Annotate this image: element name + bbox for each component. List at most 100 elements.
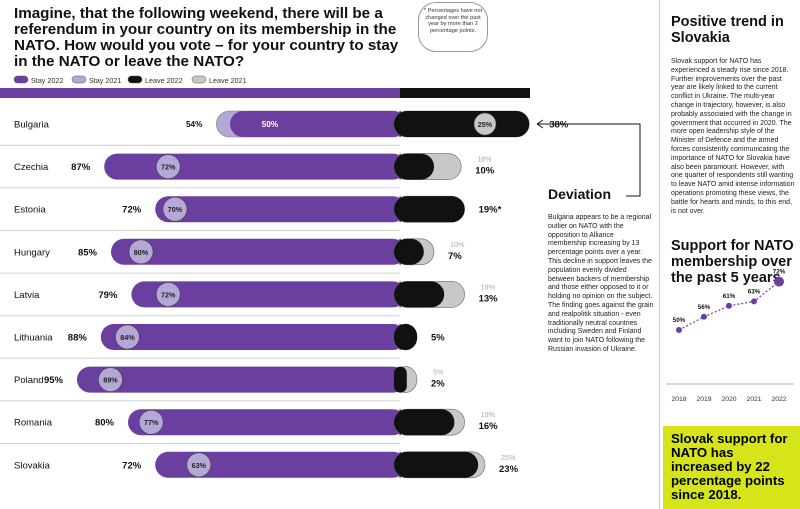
stay-2022-label: 80% [95, 418, 115, 429]
country-label: Bulgaria [14, 120, 50, 131]
deviation-text: Bulgaria appears to be a regional outlie… [548, 214, 654, 353]
stay-2021-label: 72% [161, 290, 176, 299]
legend-swatch [191, 75, 207, 84]
stay-2022-label: 87% [71, 162, 91, 173]
stay-2022-bar [111, 238, 406, 265]
leave-2021-label: 19% [481, 410, 496, 419]
arrow-icon [536, 119, 544, 129]
centre-divider [399, 111, 401, 137]
stay-2021-label: 63% [192, 461, 207, 470]
leave-2022-label: 19%* [479, 205, 502, 216]
leave-2022-label: 7% [448, 251, 462, 262]
leave-2022-bar [394, 196, 465, 223]
sidebar-text: Slovak support for NATO has experienced … [671, 58, 795, 215]
stay-2021-marker [128, 239, 154, 265]
legend-label: Leave 2021 [209, 76, 247, 85]
leave-2021-label: 25% [501, 453, 516, 462]
stay-2022-bar [128, 409, 406, 436]
deviation-connector [537, 123, 641, 197]
legend-swatch [13, 75, 29, 84]
legend-label: Leave 2022 [145, 76, 183, 85]
trend-value-label: 72% [773, 269, 786, 276]
leave-2022-bar [394, 238, 424, 265]
trend-year-label: 2018 [671, 396, 686, 403]
stay-2022-bar [77, 366, 406, 393]
slovakia-trend-chart: 50% 2018 56% 2019 61% 2020 63% 2021 72% 2022 [666, 269, 794, 403]
leave-2022-bar [394, 153, 434, 180]
stay-2022-label: 95% [44, 375, 64, 386]
stay-2021-marker [155, 282, 181, 307]
country-label: Estonia [14, 205, 46, 216]
trend-value-label: 50% [673, 317, 686, 324]
page-title: Imagine, that the following weekend, the… [14, 5, 399, 70]
stay-2022-label: 88% [68, 333, 88, 344]
leave-2021-label: 10% [450, 240, 465, 249]
trend-year-label: 2019 [696, 396, 711, 403]
trend-chart-title: Support for NATO membership over the pas… [671, 238, 794, 286]
stay-2021-label: 89% [103, 376, 118, 385]
trend-year-label: 2021 [746, 396, 761, 403]
stay-2021-label: 54% [186, 120, 203, 129]
trend-value-label: 56% [698, 304, 711, 311]
leave-2021-marker [473, 112, 497, 136]
leave-2022-bar [394, 281, 445, 308]
callout-box: Slovak support for NATO has increased by… [663, 426, 800, 509]
stay-2022-label: 72% [122, 205, 142, 216]
leave-2022-label: 10% [475, 166, 495, 177]
centre-divider [399, 366, 401, 393]
centre-divider [399, 409, 401, 436]
country-label: Poland [14, 375, 44, 386]
centre-divider [399, 281, 401, 308]
stay-2022-bar [100, 324, 407, 350]
trend-value-label: 63% [748, 288, 761, 295]
leave-2022-label: 13% [479, 293, 499, 304]
leave-2022-bar [394, 409, 455, 436]
stay-2022-label: 50% [262, 120, 279, 129]
leave-2022-label: 23% [499, 464, 519, 475]
country-label: Hungary [14, 247, 50, 258]
centre-divider [399, 324, 401, 350]
nato-bar-chart: Stay 2022 Stay 2021 Leave 2022 Leave 2021 Bu… [0, 75, 641, 479]
centre-divider [399, 196, 401, 223]
stay-band [0, 88, 400, 98]
legend-label: Stay 2021 [89, 76, 121, 85]
legend-swatch [127, 75, 143, 84]
centre-divider [399, 153, 401, 180]
stay-2022-bar [230, 111, 406, 137]
sidebar-panel: Positive trend in Slovakia Slovak suppor… [659, 0, 800, 509]
trend-point [774, 276, 784, 287]
legend-swatch [71, 75, 87, 84]
leave-2021-label: 19% [481, 282, 496, 291]
stay-2022-bar [104, 153, 406, 180]
leave-2022-label: 5% [431, 333, 445, 344]
leave-2022-label: 16% [479, 421, 499, 432]
stay-2022-label: 72% [122, 460, 142, 471]
legend-label: Stay 2022 [31, 76, 63, 85]
stay-2021-marker [162, 196, 188, 222]
stay-2021-marker [115, 324, 140, 350]
leave-2022-label: 38% [549, 120, 569, 131]
leave-2022-bar [394, 324, 417, 350]
sidebar-title: Positive trend in Slovakia [671, 14, 784, 46]
trend-point [726, 302, 732, 309]
stay-2022-label: 85% [78, 247, 98, 258]
leave-2021-label: 25% [478, 120, 493, 129]
stay-2021-label: 77% [144, 418, 159, 427]
leave-2022-bar [394, 111, 530, 137]
country-label: Lithuania [14, 333, 53, 344]
trend-point [676, 327, 682, 333]
percentage-note: * Percentages have not changed over the … [418, 2, 488, 52]
country-label: Romania [14, 418, 53, 429]
stay-2021-label: 80% [134, 248, 149, 257]
leave-2021-label: 5% [433, 368, 444, 377]
deviation-title: Deviation [548, 186, 612, 202]
stay-2022-bar [155, 451, 406, 478]
stay-2021-label: 70% [168, 205, 183, 214]
stay-2021-label: 72% [161, 163, 176, 172]
stay-2021-marker [138, 409, 164, 435]
country-label: Czechia [14, 162, 49, 173]
stay-2021-marker [186, 452, 212, 478]
leave-band [400, 88, 530, 98]
country-label: Slovakia [14, 460, 51, 471]
stay-2021-label: 84% [120, 333, 135, 342]
